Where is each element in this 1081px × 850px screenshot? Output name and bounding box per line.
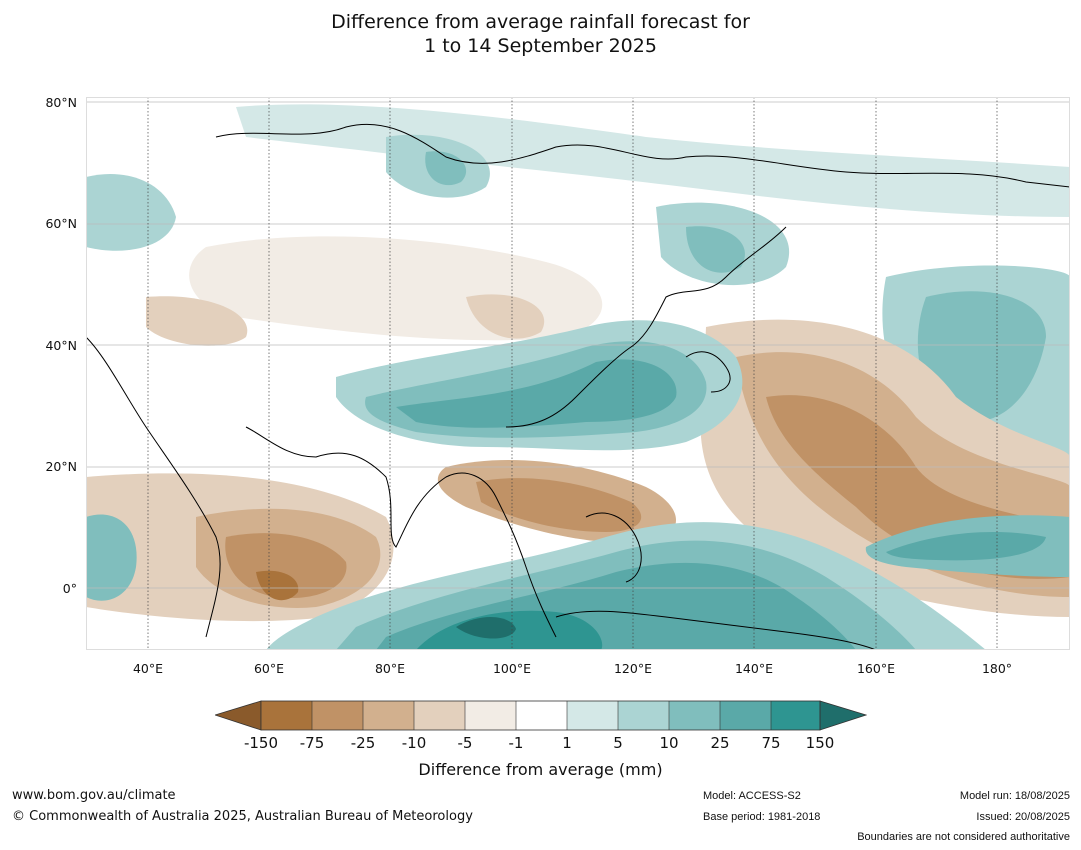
colorbar-tick-5: -5 <box>457 734 473 752</box>
colorbar-tick-12: 150 <box>805 734 835 752</box>
wet-region-europe-north <box>86 173 176 251</box>
wet-region-east-africa <box>86 514 137 601</box>
colorbar-extend-high <box>819 700 867 731</box>
lat-label-80n: 80°N <box>45 95 77 110</box>
colorbar-tick-10: 25 <box>710 734 730 752</box>
coastlines <box>86 123 1070 650</box>
latitude-gridlines <box>86 101 1070 589</box>
rainfall-map-svg <box>86 97 1070 650</box>
lon-label-100e: 100°E <box>492 661 531 676</box>
wet-region-northeast-asia-core <box>686 226 745 273</box>
lon-label-140e: 140°E <box>734 661 773 676</box>
colorbar-swatch-9 <box>669 701 720 730</box>
model-run-date: Model run: 18/08/2025 <box>959 790 1070 802</box>
colorbar-swatch-3 <box>363 701 414 730</box>
lat-label-20n: 20°N <box>45 459 77 474</box>
base-period: Base period: 1981-2018 <box>703 811 821 823</box>
boundaries-disclaimer: Boundaries are not considered authoritat… <box>857 831 1070 843</box>
colorbar-swatch-10 <box>720 701 771 730</box>
colorbar-tick-8: 5 <box>613 734 623 752</box>
lat-label-60n: 60°N <box>45 216 77 231</box>
wet-region-arctic <box>236 104 1070 217</box>
title-line-1: Difference from average rainfall forecas… <box>331 11 750 33</box>
dry-region-indian-ocean-core <box>225 533 347 598</box>
lon-label-180: 180° <box>981 661 1013 676</box>
lat-label-0: 0° <box>62 581 77 596</box>
lon-label-40e: 40°E <box>132 661 164 676</box>
colorbar-tick-6: -1 <box>508 734 524 752</box>
colorbar-swatch-2 <box>312 701 363 730</box>
colorbar-swatch-4 <box>414 701 465 730</box>
website-link[interactable]: www.bom.gov.au/climate <box>12 788 176 803</box>
wet-region-east-asia-core <box>396 359 677 428</box>
rainfall-map <box>86 97 1070 650</box>
model-name: Model: ACCESS-S2 <box>703 790 801 802</box>
colorbar-outline <box>260 700 821 731</box>
colorbar-swatch-8 <box>618 701 669 730</box>
dry-region-south-china-sea-core <box>476 478 642 532</box>
map-frame <box>86 97 1070 650</box>
dry-region-kazakhstan <box>146 296 248 346</box>
colorbar-dividers <box>311 701 772 730</box>
issued-date: Issued: 20/08/2025 <box>976 811 1070 823</box>
colorbar-extend-low <box>215 700 262 731</box>
lon-label-80e: 80°E <box>374 661 406 676</box>
map-title: Difference from average rainfall forecas… <box>0 10 1081 58</box>
colorbar-swatch-5 <box>465 701 516 730</box>
colorbar-swatch-6 <box>516 701 567 730</box>
colorbar-tick-11: 75 <box>761 734 781 752</box>
dry-region-mongolia <box>466 294 545 339</box>
colorbar-swatch-11 <box>771 701 820 730</box>
longitude-gridlines <box>147 97 998 650</box>
wet-region-equatorial-extreme <box>456 617 516 639</box>
lon-label-60e: 60°E <box>253 661 285 676</box>
colorbar-tick-9: 10 <box>659 734 679 752</box>
lon-label-120e: 120°E <box>613 661 652 676</box>
colorbar-swatch-1 <box>261 701 312 730</box>
copyright-notice: © Commonwealth of Australia 2025, Austra… <box>12 809 473 824</box>
lon-label-160e: 160°E <box>856 661 895 676</box>
wet-region-pacific-itcz-core <box>886 532 1046 561</box>
colorbar-title: Difference from average (mm) <box>418 760 663 779</box>
colorbar-tick-7: 1 <box>562 734 572 752</box>
dry-region-indian-ocean-strong <box>256 570 299 601</box>
title-line-2: 1 to 14 September 2025 <box>424 35 657 57</box>
colorbar-swatch-7 <box>567 701 618 730</box>
colorbar <box>215 700 867 731</box>
colorbar-tick-3: -25 <box>350 734 376 752</box>
lat-label-40n: 40°N <box>45 338 77 353</box>
colorbar-tick-1: -150 <box>243 734 279 752</box>
colorbar-tick-2: -75 <box>299 734 325 752</box>
colorbar-tick-4: -10 <box>401 734 427 752</box>
